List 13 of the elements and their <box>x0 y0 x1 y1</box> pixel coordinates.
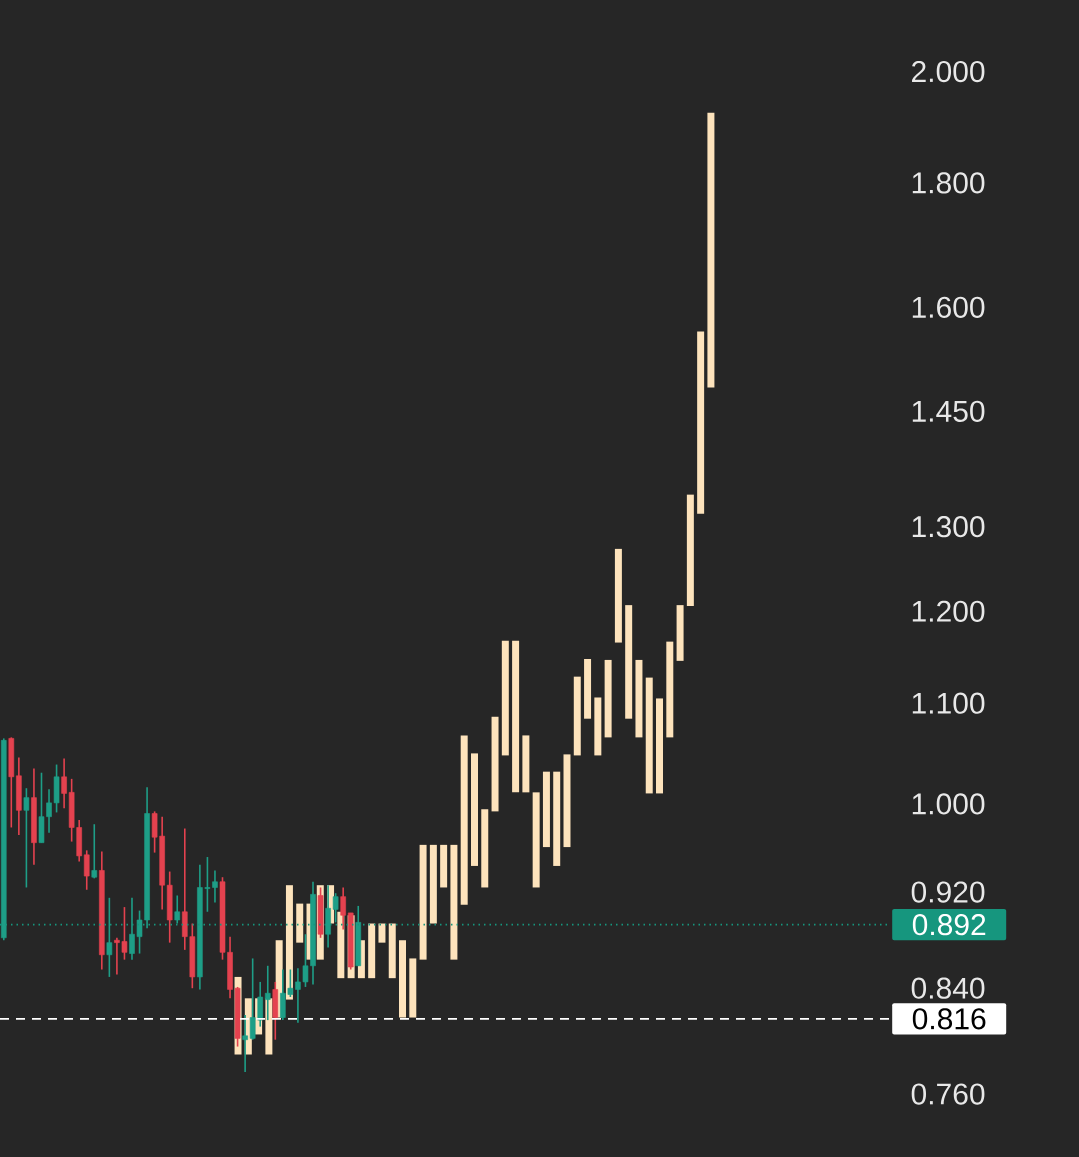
y-tick-label: 1.200 <box>912 600 985 622</box>
y-tick-label: 2.000 <box>912 60 985 83</box>
y-tick-label: 1.100 <box>912 692 985 714</box>
y-tick-label: 1.600 <box>912 296 985 318</box>
y-tick-label: 1.000 <box>912 793 985 815</box>
y-tick-label: 0.920 <box>911 881 985 903</box>
y-tick-label: 1.800 <box>912 172 985 194</box>
y-tick-label: 0.760 <box>911 1083 985 1105</box>
y-tick-label: 1.300 <box>912 516 985 538</box>
ref-line-label: 0.816 <box>912 1008 986 1030</box>
y-tick-label: 0.840 <box>911 977 985 999</box>
y-tick-label: 1.450 <box>912 400 985 422</box>
ref-line-label: 0.892 <box>912 914 986 936</box>
